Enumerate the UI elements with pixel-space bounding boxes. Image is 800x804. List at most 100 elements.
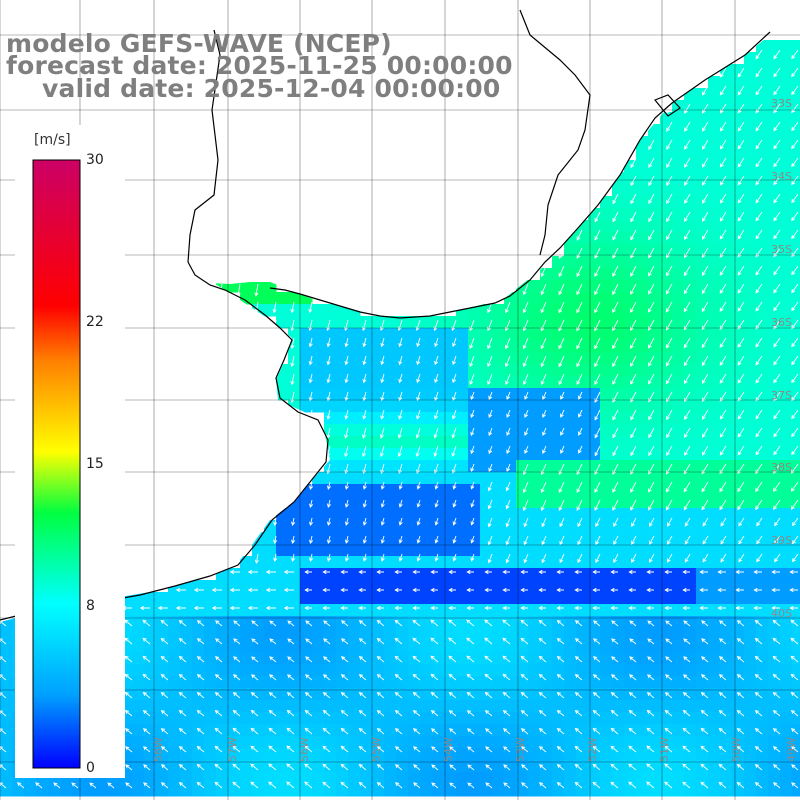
- wind-speed-cell: [444, 316, 457, 329]
- wind-speed-cell: [720, 472, 733, 485]
- wind-speed-cell: [576, 748, 589, 761]
- wind-speed-cell: [408, 436, 421, 449]
- wind-speed-cell: [456, 316, 469, 329]
- wind-speed-cell: [672, 208, 685, 221]
- wind-speed-cell: [684, 772, 697, 785]
- wind-speed-cell: [288, 292, 301, 305]
- wind-speed-cell: [384, 496, 397, 509]
- wind-speed-cell: [432, 484, 445, 497]
- wind-speed-field: [0, 40, 800, 797]
- wind-speed-cell: [576, 628, 589, 641]
- wind-arrow: [523, 535, 529, 546]
- wind-speed-cell: [528, 760, 541, 773]
- wind-speed-cell: [684, 616, 697, 629]
- wind-speed-cell: [636, 784, 649, 797]
- wind-speed-cell: [540, 496, 553, 509]
- wind-arrow: [196, 620, 205, 627]
- wind-arrow: [430, 587, 438, 593]
- wind-speed-cell: [12, 784, 25, 797]
- wind-arrow: [738, 517, 745, 527]
- wind-arrow: [326, 391, 331, 402]
- wind-speed-cell: [756, 232, 769, 245]
- wind-speed-cell: [708, 208, 721, 221]
- wind-arrow: [268, 745, 277, 753]
- wind-arrow: [772, 764, 781, 771]
- wind-speed-cell: [672, 364, 685, 377]
- wind-speed-cell: [348, 376, 361, 389]
- wind-arrow: [719, 139, 727, 150]
- wind-speed-cell: [672, 532, 685, 545]
- wind-arrow: [505, 517, 511, 528]
- wind-speed-cell: [708, 700, 721, 713]
- wind-speed-cell: [252, 556, 265, 569]
- wind-speed-cell: [768, 736, 781, 749]
- wind-speed-cell: [756, 712, 769, 725]
- wind-arrow: [229, 569, 240, 575]
- wind-speed-cell: [756, 208, 769, 221]
- wind-speed-cell: [768, 64, 781, 77]
- wind-speed-cell: [252, 712, 265, 725]
- wind-speed-cell: [792, 508, 800, 521]
- wind-speed-cell: [636, 640, 649, 653]
- wind-speed-cell: [528, 496, 541, 509]
- wind-speed-cell: [468, 376, 481, 389]
- wind-arrow: [630, 301, 637, 314]
- wind-speed-cell: [276, 676, 289, 689]
- wind-speed-cell: [492, 544, 505, 557]
- wind-speed-cell: [564, 340, 577, 353]
- wind-speed-cell: [696, 328, 709, 341]
- wind-speed-cell: [540, 508, 553, 521]
- wind-speed-cell: [564, 568, 577, 581]
- wind-speed-cell: [756, 448, 769, 461]
- wind-speed-cell: [780, 412, 793, 425]
- wind-arrow: [430, 691, 439, 699]
- wind-arrow: [340, 674, 349, 681]
- wind-speed-cell: [312, 340, 325, 353]
- wind-arrow: [522, 373, 529, 386]
- wind-speed-cell: [456, 616, 469, 629]
- wind-speed-cell: [324, 376, 337, 389]
- wind-speed-cell: [288, 388, 301, 401]
- wind-arrow: [107, 782, 115, 789]
- wind-speed-cell: [204, 616, 217, 629]
- wind-speed-cell: [456, 736, 469, 749]
- wind-arrow: [504, 373, 511, 386]
- wind-speed-cell: [456, 772, 469, 785]
- wind-speed-cell: [168, 652, 181, 665]
- wind-arrow: [648, 481, 655, 493]
- wind-arrow: [250, 692, 259, 699]
- wind-arrow: [755, 103, 763, 114]
- wind-speed-cell: [252, 580, 265, 593]
- wind-speed-cell: [684, 592, 697, 605]
- wind-speed-cell: [432, 460, 445, 473]
- wind-arrow: [701, 656, 709, 663]
- wind-arrow: [160, 673, 169, 681]
- wind-arrow: [628, 605, 636, 611]
- wind-arrow: [506, 427, 511, 437]
- wind-speed-cell: [768, 436, 781, 449]
- wind-arrow: [484, 655, 493, 663]
- wind-speed-cell: [432, 532, 445, 545]
- wind-arrow: [376, 746, 385, 753]
- wind-speed-cell: [156, 748, 169, 761]
- wind-arrow: [470, 499, 475, 508]
- wind-speed-cell: [456, 724, 469, 737]
- wind-speed-cell: [636, 304, 649, 317]
- wind-arrow: [520, 569, 528, 575]
- wind-arrow: [719, 229, 727, 240]
- wind-speed-cell: [348, 772, 361, 785]
- wind-arrow: [232, 781, 241, 789]
- wind-arrow: [503, 764, 511, 771]
- longitude-label: 50W: [730, 737, 743, 762]
- wind-arrow: [578, 427, 583, 436]
- wind-arrow: [379, 427, 385, 439]
- wind-speed-cell: [432, 364, 445, 377]
- wind-arrow: [701, 211, 709, 222]
- wind-speed-cell: [780, 64, 793, 77]
- wind-speed-cell: [792, 148, 800, 161]
- wind-arrow: [610, 727, 619, 735]
- wind-speed-cell: [744, 136, 757, 149]
- wind-speed-cell: [708, 256, 721, 269]
- wind-arrow: [666, 175, 673, 186]
- wind-speed-cell: [528, 688, 541, 701]
